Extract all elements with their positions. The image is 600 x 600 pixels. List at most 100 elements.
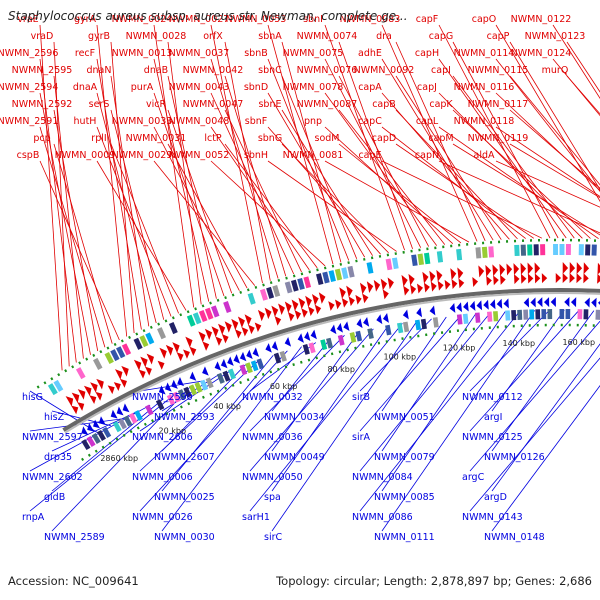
forward-gene-arrow [355, 294, 362, 305]
reverse-gene-arrow [356, 318, 363, 329]
feature-block-inner [166, 394, 176, 406]
feature-block-outer [210, 305, 220, 318]
feature-block-outer [559, 244, 565, 256]
forward-gene-label: NWMN_0053 [226, 14, 287, 25]
forward-gene-label: capK [429, 99, 453, 110]
feature-block-outer [259, 288, 268, 301]
reverse-gene-arrow [304, 331, 311, 342]
forward-gene-label: NWMN_0029 [112, 150, 173, 161]
reverse-gene-label: NWMN_0051 [374, 412, 435, 423]
reverse-leader-line [469, 320, 600, 472]
forward-gene-arrow [472, 276, 479, 287]
reverse-leader-line [161, 346, 302, 532]
reverse-gene-label: NWMN_0148 [484, 532, 545, 543]
forward-gene-arrow [274, 316, 282, 326]
feature-block-inner [188, 384, 198, 396]
forward-gene-label: NWMN_0076 [297, 65, 358, 76]
forward-gene-arrow [437, 280, 444, 291]
forward-gene-arrow [450, 268, 457, 281]
reverse-gene-label: drp35 [44, 452, 72, 463]
feature-block-outer [565, 244, 571, 256]
label-leader-lines [29, 24, 600, 532]
forward-gene-arrow [576, 273, 582, 284]
reverse-leader-line [469, 309, 550, 392]
feature-block-outer [585, 244, 591, 256]
forward-gene-label: capN [415, 150, 439, 161]
reverse-gene-arrow [202, 366, 209, 376]
reverse-gene-arrow [543, 297, 550, 308]
forward-leader-line [281, 41, 342, 263]
reverse-gene-label: sirC [264, 532, 282, 543]
feature-block-inner [134, 409, 143, 421]
forward-gene-arrow [500, 274, 506, 285]
forward-gene-label: NWMN_0087 [297, 99, 358, 110]
reverse-gene-label: argD [484, 492, 507, 503]
feature-block-outer [334, 268, 343, 281]
reverse-gene-arrow [171, 379, 178, 389]
forward-gene-label: NWMN_0081 [283, 150, 344, 161]
reverse-gene-label: NWMN_2606 [132, 432, 193, 443]
feature-block-inner [474, 312, 481, 323]
feature-block-outer [133, 337, 143, 350]
forward-leader-line [281, 75, 358, 259]
reverse-leader-line [271, 325, 389, 492]
gene-arrow-tracks [65, 262, 600, 436]
feature-block-inner [228, 368, 236, 380]
forward-gene-label: vraE [17, 14, 38, 25]
reverse-gene-arrow [284, 337, 292, 347]
forward-gene-label: NWMN_0037 [169, 48, 230, 59]
reverse-gene-arrow [246, 349, 253, 360]
forward-gene-label: gyrB [88, 31, 110, 42]
forward-leader-line [324, 126, 454, 244]
feature-block-inner [183, 386, 192, 398]
forward-leader-line [153, 24, 195, 308]
forward-gene-label: capJ [417, 82, 437, 93]
forward-leader-line [53, 109, 99, 352]
feature-block-inner [86, 436, 96, 447]
feature-block-inner [535, 309, 541, 320]
feature-block-outer [341, 267, 349, 280]
forward-gene-arrow [417, 283, 423, 294]
forward-gene-label: rplI [91, 133, 106, 144]
reverse-gene-arrow [382, 312, 389, 323]
feature-block-outer [423, 252, 431, 265]
feature-block-inner [97, 429, 106, 441]
reverse-gene-arrow [564, 297, 570, 308]
tick-label: 80 kbp [327, 365, 355, 374]
reverse-gene-arrow [297, 333, 304, 343]
feature-block-outer [284, 281, 293, 294]
feature-block-inner [308, 342, 316, 354]
feature-block-inner [493, 311, 499, 322]
tick-label: 140 kbp [502, 339, 535, 348]
forward-gene-arrow [444, 279, 451, 290]
reverse-gene-arrow [496, 298, 503, 309]
forward-gene-arrow [77, 389, 86, 400]
forward-gene-arrow [513, 263, 520, 276]
feature-block-outer [475, 247, 482, 259]
reverse-gene-label: NWMN_0079 [374, 452, 435, 463]
forward-gene-label: capH [415, 48, 439, 59]
reverse-gene-label: NWMN_0034 [264, 412, 325, 423]
forward-gene-arrow [284, 301, 292, 314]
reverse-gene-arrow [416, 307, 423, 318]
reverse-gene-label: NWMN_0085 [374, 492, 435, 503]
reverse-gene-label: NWMN_0125 [462, 432, 523, 443]
forward-gene-arrow [198, 331, 206, 343]
forward-gene-arrow [294, 310, 302, 320]
reverse-leader-line [139, 369, 232, 432]
forward-gene-arrow [224, 321, 232, 333]
forward-gene-label: sbnF [245, 116, 267, 127]
forward-gene-arrow [71, 405, 79, 415]
forward-leader-line [39, 160, 120, 341]
forward-gene-arrow [83, 385, 92, 397]
forward-leader-line [96, 126, 172, 317]
forward-gene-label: sodM [315, 133, 340, 144]
forward-gene-label: NWMN_0118 [454, 116, 515, 127]
forward-gene-arrow [278, 303, 285, 316]
feature-block-outer [347, 265, 355, 278]
forward-gene-arrow [493, 275, 499, 286]
reverse-gene-label: NWMN_2590 [132, 392, 193, 403]
forward-leader-line [509, 41, 600, 191]
forward-gene-arrow [403, 285, 410, 296]
forward-leader-line [495, 24, 600, 202]
